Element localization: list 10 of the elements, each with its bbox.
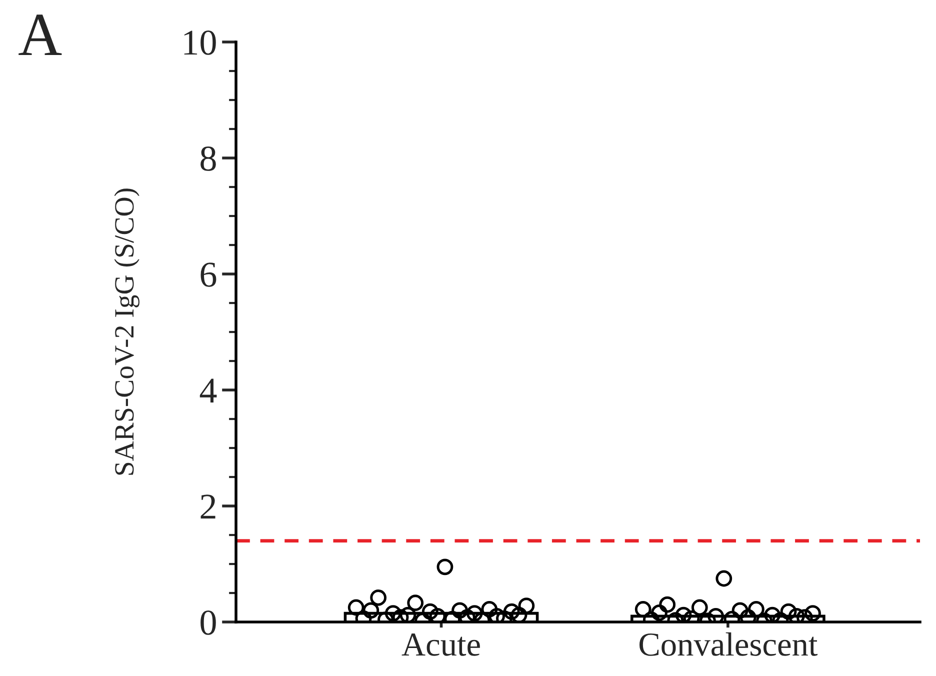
x-tick-label: Convalescent: [640, 632, 818, 656]
y-tick-label: 0: [200, 610, 216, 635]
y-tick-label: 4: [200, 378, 217, 403]
y-tick-label: 6: [200, 262, 216, 287]
y-axis-title: SARS-CoV-2 IgG (S/CO): [114, 188, 140, 475]
y-tick-label: 8: [200, 146, 216, 171]
text: A: [18, 14, 62, 55]
x-tick-label: Acute: [402, 634, 480, 656]
y-tick-label: 10: [184, 30, 216, 55]
y-tick-label: 2: [200, 494, 216, 519]
